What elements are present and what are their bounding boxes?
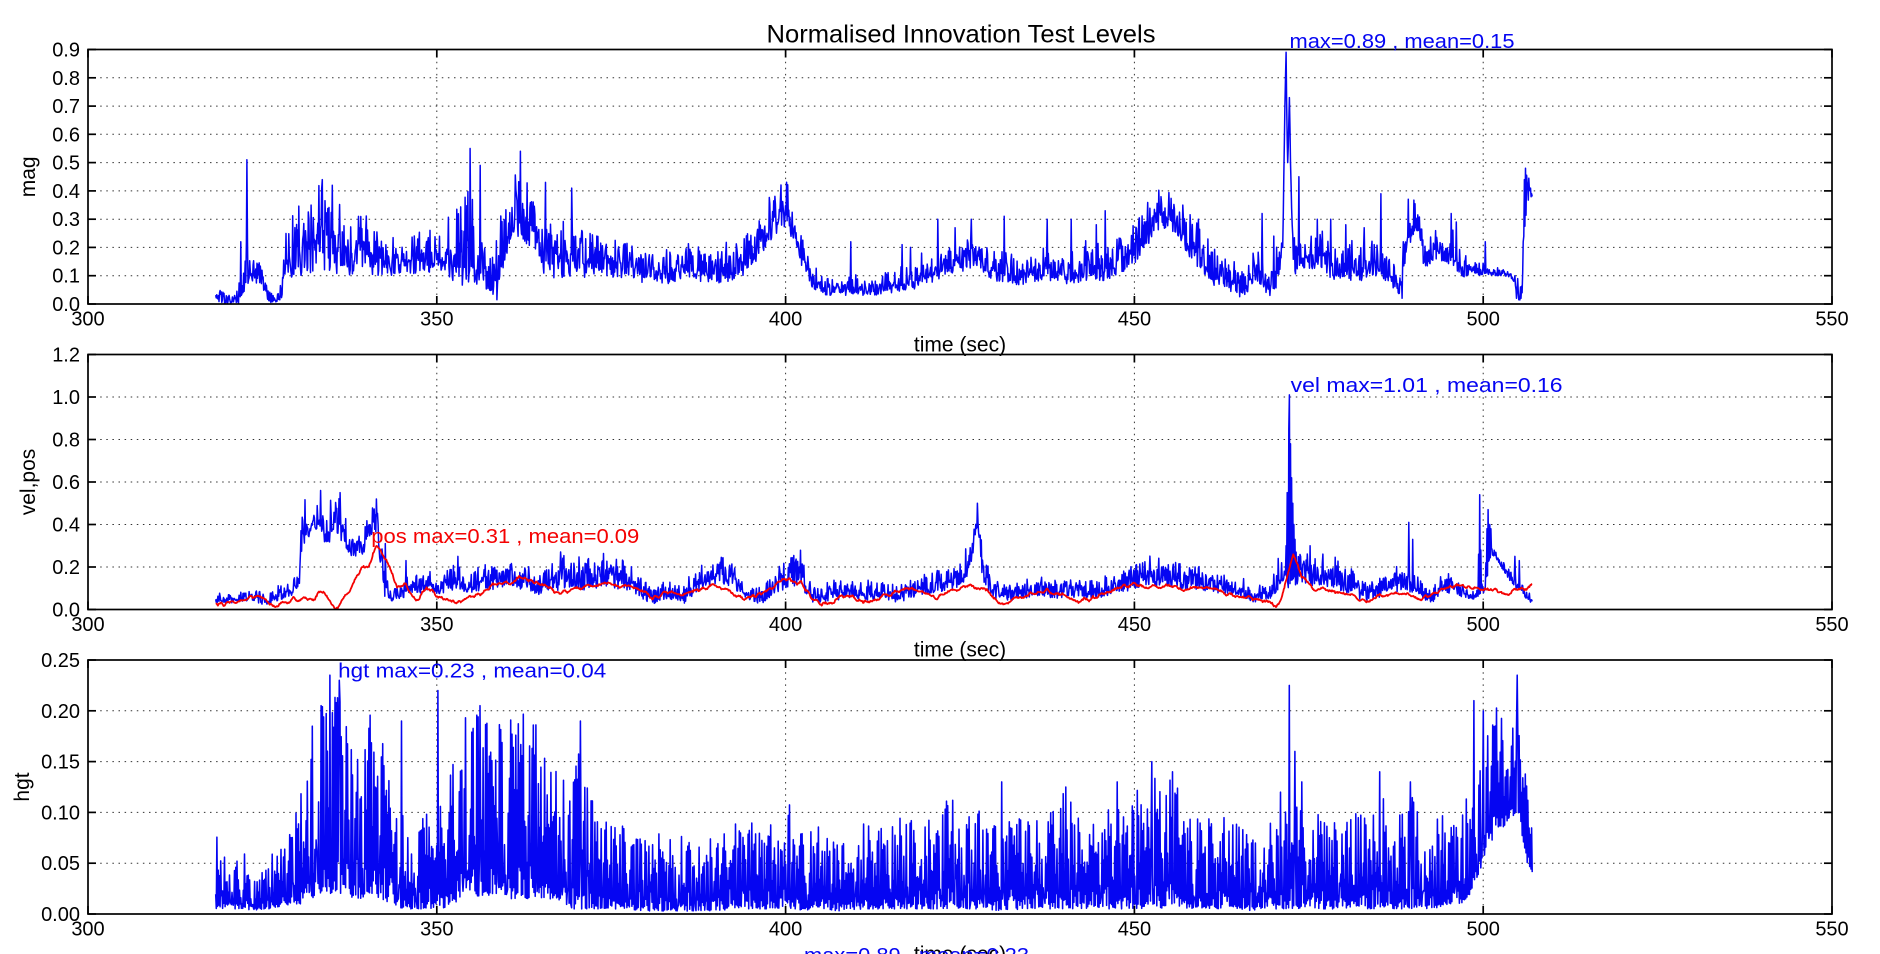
svg-text:0.8: 0.8 bbox=[52, 430, 80, 452]
svg-text:0.5: 0.5 bbox=[52, 153, 80, 175]
svg-text:500: 500 bbox=[1467, 614, 1500, 636]
svg-text:0.4: 0.4 bbox=[52, 181, 80, 203]
svg-text:350: 350 bbox=[420, 919, 453, 941]
svg-text:hgt: hgt bbox=[11, 772, 34, 801]
svg-text:450: 450 bbox=[1118, 309, 1151, 331]
svg-text:hgt max=0.23 , mean=0.04: hgt max=0.23 , mean=0.04 bbox=[338, 661, 606, 683]
svg-text:550: 550 bbox=[1815, 614, 1848, 636]
svg-text:0.0: 0.0 bbox=[52, 600, 80, 622]
svg-text:0.7: 0.7 bbox=[52, 96, 80, 118]
svg-text:0.8: 0.8 bbox=[52, 68, 80, 90]
svg-text:450: 450 bbox=[1118, 919, 1151, 941]
svg-text:0.6: 0.6 bbox=[52, 472, 80, 494]
svg-text:0.15: 0.15 bbox=[41, 752, 80, 774]
svg-text:350: 350 bbox=[420, 309, 453, 331]
svg-text:0.10: 0.10 bbox=[41, 802, 80, 824]
svg-text:vel max=1.01 , mean=0.16: vel max=1.01 , mean=0.16 bbox=[1291, 375, 1563, 397]
svg-text:max=0.89 , mean=0.15: max=0.89 , mean=0.15 bbox=[1290, 31, 1515, 53]
svg-text:1.0: 1.0 bbox=[52, 387, 80, 409]
svg-text:1.2: 1.2 bbox=[52, 345, 80, 367]
svg-text:300: 300 bbox=[71, 919, 104, 941]
svg-text:0.4: 0.4 bbox=[52, 515, 80, 537]
svg-text:pos max=0.31 , mean=0.09: pos max=0.31 , mean=0.09 bbox=[371, 526, 639, 548]
svg-text:0.1: 0.1 bbox=[52, 266, 80, 288]
svg-text:550: 550 bbox=[1815, 919, 1848, 941]
svg-text:0.20: 0.20 bbox=[41, 701, 80, 723]
svg-text:0.00: 0.00 bbox=[41, 904, 80, 926]
svg-text:time (sec): time (sec) bbox=[914, 334, 1006, 357]
svg-text:300: 300 bbox=[71, 309, 104, 331]
svg-text:0.0: 0.0 bbox=[52, 294, 80, 316]
svg-text:0.2: 0.2 bbox=[52, 557, 80, 579]
svg-text:500: 500 bbox=[1467, 919, 1500, 941]
svg-text:450: 450 bbox=[1118, 614, 1151, 636]
svg-text:550: 550 bbox=[1815, 309, 1848, 331]
svg-text:0.3: 0.3 bbox=[52, 209, 80, 231]
svg-text:400: 400 bbox=[769, 309, 802, 331]
svg-text:300: 300 bbox=[71, 614, 104, 636]
svg-text:400: 400 bbox=[769, 614, 802, 636]
svg-text:0.25: 0.25 bbox=[41, 650, 80, 672]
svg-text:vel,pos: vel,pos bbox=[17, 449, 40, 516]
svg-text:time (sec): time (sec) bbox=[914, 943, 1006, 954]
svg-text:350: 350 bbox=[420, 614, 453, 636]
svg-text:max=0.89 , mean=0.23: max=0.89 , mean=0.23 bbox=[804, 945, 1029, 954]
svg-text:0.9: 0.9 bbox=[52, 40, 80, 62]
svg-text:400: 400 bbox=[769, 919, 802, 941]
svg-text:500: 500 bbox=[1467, 309, 1500, 331]
svg-text:0.2: 0.2 bbox=[52, 237, 80, 259]
svg-text:0.05: 0.05 bbox=[41, 853, 80, 875]
svg-text:Normalised Innovation Test Lev: Normalised Innovation Test Levels bbox=[767, 21, 1156, 49]
svg-text:time (sec): time (sec) bbox=[914, 639, 1006, 662]
svg-text:0.6: 0.6 bbox=[52, 124, 80, 146]
svg-text:mag: mag bbox=[17, 156, 40, 197]
